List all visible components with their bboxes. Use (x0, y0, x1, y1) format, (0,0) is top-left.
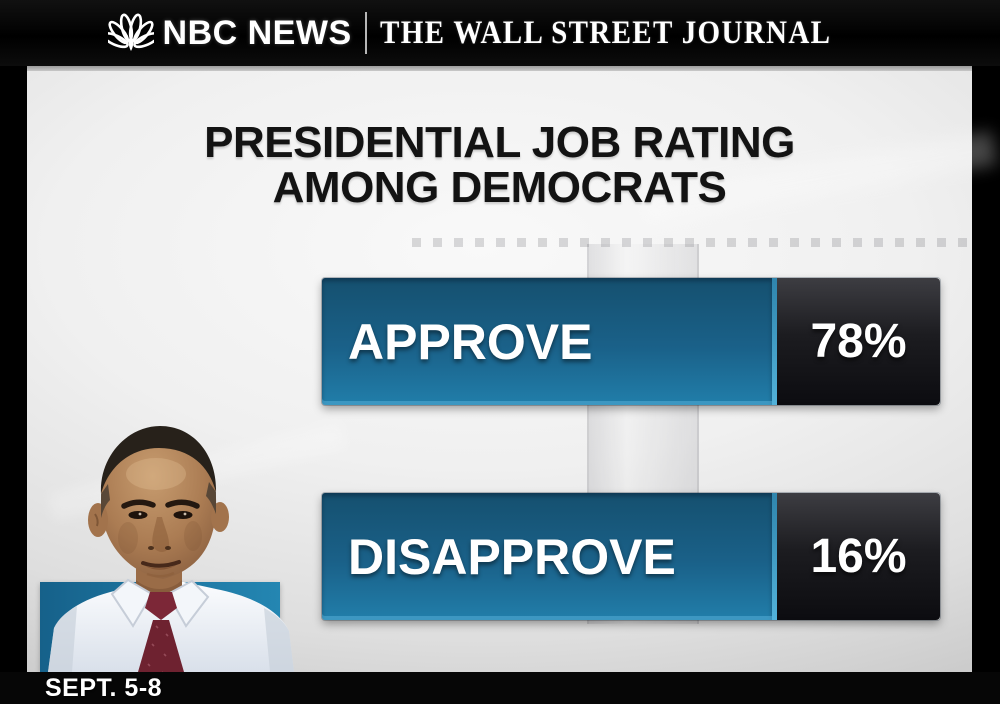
bar-separator-stripe (772, 493, 777, 620)
wsj-wordmark: THE WALL STREET JOURNAL (379, 14, 831, 51)
white-house-dentil-molding (412, 238, 972, 247)
approve-bar: APPROVE 78% (322, 278, 940, 405)
obama-photo (32, 422, 307, 672)
chart-title: PRESIDENTIAL JOB RATING AMONG DEMOCRATS (27, 120, 972, 210)
approve-bar-label-section: APPROVE (322, 278, 772, 405)
disapprove-bar-label-section: DISAPPROVE (322, 493, 772, 620)
approve-value-box: 78% (777, 278, 940, 405)
disapprove-value: 16% (810, 530, 907, 583)
disapprove-label: DISAPPROVE (348, 528, 676, 585)
poll-date-range: SEPT. 5-8 (45, 673, 163, 702)
bar-separator-stripe (772, 278, 777, 405)
chart-panel: PRESIDENTIAL JOB RATING AMONG DEMOCRATS … (27, 66, 998, 672)
obama-portrait-illustration (48, 426, 294, 672)
network-banner: NBC NEWS THE WALL STREET JOURNAL (0, 0, 1000, 66)
approve-value: 78% (810, 315, 907, 368)
date-bar: SEPT. 5-8 (0, 672, 1000, 704)
chart-title-line2: AMONG DEMOCRATS (272, 163, 727, 212)
approve-label: APPROVE (348, 313, 593, 370)
disapprove-bar: DISAPPROVE 16% (322, 493, 940, 620)
logo-separator (364, 12, 367, 54)
nbc-news-wordmark: NBC NEWS (162, 13, 352, 52)
chart-title-line1: PRESIDENTIAL JOB RATING (204, 118, 795, 167)
disapprove-value-box: 16% (777, 493, 940, 620)
nbc-news-logo: NBC NEWS (107, 13, 352, 53)
nbc-peacock-icon (107, 13, 154, 51)
